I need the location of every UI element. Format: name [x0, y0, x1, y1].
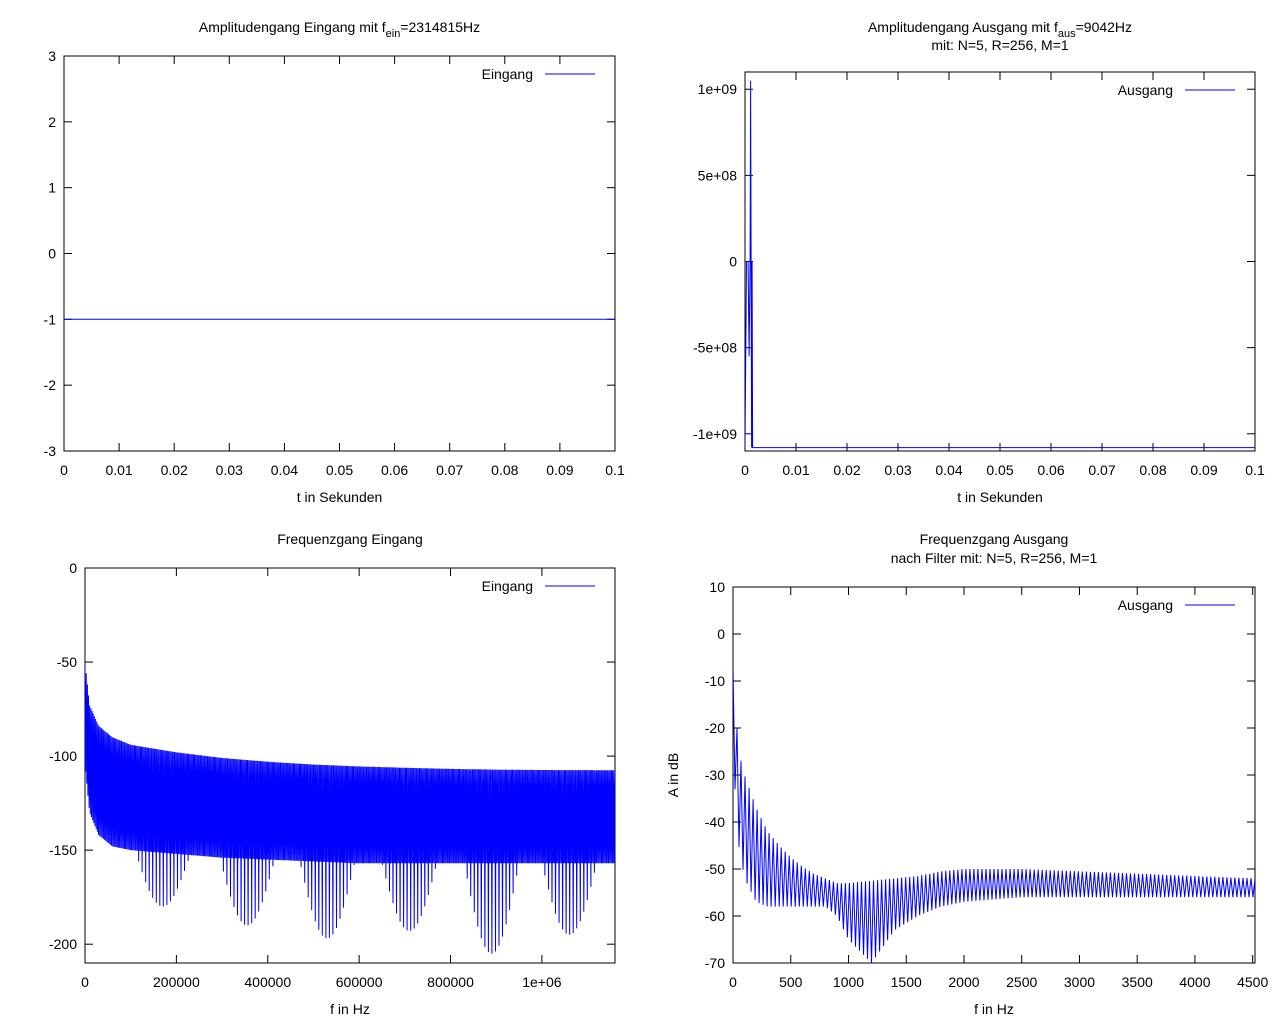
y-tick-label: -50 — [57, 654, 77, 670]
x-tick-label: 1000 — [833, 974, 864, 990]
y-tick-label: 0 — [48, 246, 56, 262]
y-tick-label: -100 — [49, 748, 77, 764]
chart-panel-3: Frequenzgang Eingang -200 -150 -100 -50 0 0 200… — [49, 531, 616, 1017]
chart-title: Frequenzgang Ausgang — [920, 531, 1069, 547]
x-tick-label: 2000 — [948, 974, 979, 990]
x-tick-label: 0.05 — [326, 462, 353, 478]
series-line-ausgang — [733, 666, 1255, 963]
y-tick-label: -70 — [705, 955, 725, 971]
x-tick-label: 0.02 — [161, 462, 188, 478]
x-tick-label: 500 — [779, 974, 803, 990]
x-tick-label: 0.06 — [1037, 462, 1064, 478]
plot-frame — [84, 567, 616, 964]
series-line-ausgang — [745, 80, 1255, 449]
x-tick-label: 0.01 — [105, 462, 132, 478]
x-tick-label: 0.03 — [884, 462, 911, 478]
x-tick-label: 0.06 — [381, 462, 408, 478]
y-tick-label: -200 — [49, 936, 77, 952]
x-tick-label: 0.01 — [782, 462, 809, 478]
y-tick-label: -2 — [44, 377, 57, 393]
y-tick-label: -40 — [705, 814, 725, 830]
y-tick-label: -20 — [705, 720, 725, 736]
y-tick-label: 10 — [709, 579, 725, 595]
y-tick-label: 0 — [69, 560, 77, 576]
x-tick-label: 1500 — [891, 974, 922, 990]
x-axis-label: t in Sekunden — [957, 489, 1043, 505]
y-tick-label: 1 — [48, 180, 56, 196]
x-tick-label: 0.04 — [271, 462, 298, 478]
legend-label: Ausgang — [1118, 597, 1173, 613]
x-tick-label: 2500 — [1006, 974, 1037, 990]
y-tick-label: 1e+09 — [698, 81, 738, 97]
x-tick-label: 800000 — [427, 974, 474, 990]
chart-panel-4: Frequenzgang Ausgang nach Filter mit: N=5… — [665, 531, 1268, 1017]
x-tick-label: 0.07 — [1088, 462, 1115, 478]
chart-title: Amplitudengang Ausgang mit faus=9042Hz — [868, 19, 1132, 40]
legend: Ausgang — [1118, 82, 1235, 98]
legend-label: Eingang — [482, 66, 533, 82]
x-tick-label: 0.05 — [986, 462, 1013, 478]
plot-frame — [744, 71, 1256, 452]
x-tick-label: 200000 — [153, 974, 200, 990]
legend-label: Ausgang — [1118, 82, 1173, 98]
y-tick-label: -150 — [49, 842, 77, 858]
x-tick-label: 4500 — [1237, 974, 1268, 990]
x-tick-label: 0.07 — [436, 462, 463, 478]
x-tick-label: 0 — [60, 462, 68, 478]
legend-label: Eingang — [482, 578, 533, 594]
y-tick-label: 0 — [729, 254, 737, 270]
x-tick-label: 600000 — [336, 974, 383, 990]
x-tick-label: 3500 — [1122, 974, 1153, 990]
legend: Eingang — [482, 578, 595, 594]
y-tick-label: 2 — [48, 114, 56, 130]
x-tick-label: 1e+06 — [522, 974, 562, 990]
y-tick-label: -30 — [705, 767, 725, 783]
x-tick-label: 0.02 — [833, 462, 860, 478]
x-tick-label: 0 — [81, 974, 89, 990]
legend: Ausgang — [1118, 597, 1235, 613]
series-line-eingang — [85, 661, 615, 954]
y-tick-label: 0 — [717, 626, 725, 642]
chart-panel-2: Amplitudengang Ausgang mit faus=9042Hzmi… — [693, 19, 1265, 505]
chart-subtitle: nach Filter mit: N=5, R=256, M=1 — [891, 550, 1098, 566]
chart-panel-1: Amplitudengang Eingang mit fein=2314815H… — [44, 19, 625, 505]
y-tick-label: 3 — [48, 48, 56, 64]
y-tick-label: -1 — [44, 311, 57, 327]
chart-title: Frequenzgang Eingang — [277, 531, 423, 547]
y-tick-label: -60 — [705, 908, 725, 924]
x-tick-label: 3000 — [1064, 974, 1095, 990]
x-axis-label: t in Sekunden — [297, 489, 383, 505]
x-tick-label: 0.04 — [935, 462, 962, 478]
y-tick-label: -3 — [44, 443, 57, 459]
x-tick-label: 400000 — [244, 974, 291, 990]
legend: Eingang — [482, 66, 595, 82]
plot-frame — [63, 55, 616, 452]
x-tick-label: 0 — [729, 974, 737, 990]
y-tick-label: -1e+09 — [693, 426, 737, 442]
chart-subtitle: mit: N=5, R=256, M=1 — [931, 37, 1069, 53]
y-axis-label: A in dB — [665, 753, 681, 797]
x-tick-label: 0.1 — [605, 462, 625, 478]
y-tick-label: 5e+08 — [698, 167, 738, 183]
y-tick-label: -50 — [705, 861, 725, 877]
x-tick-label: 0.09 — [546, 462, 573, 478]
x-axis-label: f in Hz — [974, 1001, 1014, 1017]
y-tick-label: -5e+08 — [693, 340, 737, 356]
x-tick-label: 0.03 — [216, 462, 243, 478]
x-tick-label: 4000 — [1179, 974, 1210, 990]
chart-title: Amplitudengang Eingang mit fein=2314815H… — [199, 19, 480, 40]
x-tick-label: 0.1 — [1245, 462, 1265, 478]
x-tick-label: 0.09 — [1190, 462, 1217, 478]
x-tick-label: 0.08 — [491, 462, 518, 478]
x-tick-label: 0 — [741, 462, 749, 478]
y-tick-label: -10 — [705, 673, 725, 689]
x-tick-label: 0.08 — [1139, 462, 1166, 478]
x-axis-label: f in Hz — [330, 1001, 370, 1017]
